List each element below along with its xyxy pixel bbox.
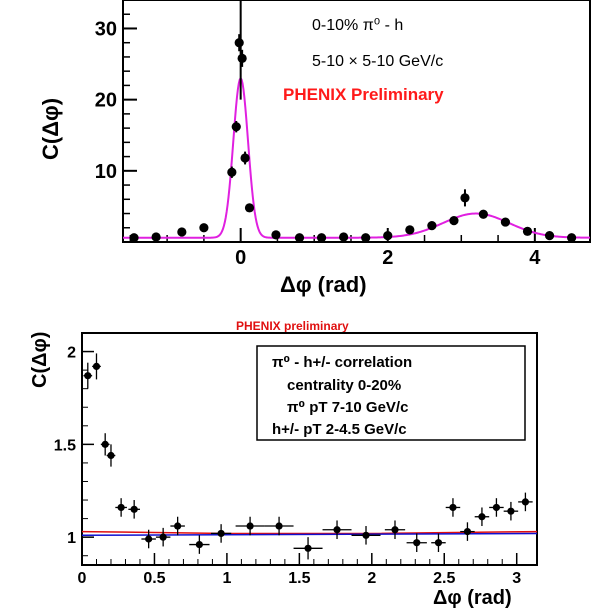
bottom-ytick-label: 2 xyxy=(67,345,76,362)
top-annotation-pt: 5-10 × 5-10 GeV/c xyxy=(312,53,443,70)
bottom-data-point xyxy=(413,539,421,547)
bottom-xtick-label: 1.5 xyxy=(288,570,310,587)
top-ytick-label: 10 xyxy=(95,161,117,183)
legend-line-pi0-pt: π⁰ pT 7-10 GeV/c xyxy=(287,399,408,416)
bottom-data-point xyxy=(107,451,115,460)
bottom-plot-frame xyxy=(81,332,538,566)
top-data-points xyxy=(129,0,577,243)
top-data-point xyxy=(522,226,533,236)
bottom-data-point xyxy=(507,507,515,515)
top-data-point xyxy=(237,53,247,63)
bottom-baseline-blue xyxy=(81,532,538,537)
bottom-data-point xyxy=(449,503,457,512)
top-xtick-label: 0 xyxy=(235,247,246,269)
bottom-data-points xyxy=(83,353,533,560)
bottom-xtick-label: 2 xyxy=(367,570,376,587)
bottom-data-point xyxy=(84,372,92,380)
top-data-point xyxy=(316,233,327,243)
top-data-point xyxy=(567,233,577,243)
top-data-point xyxy=(199,223,209,233)
top-annotation-centrality: 0-10% π⁰ - h xyxy=(312,17,403,34)
bottom-data-point xyxy=(117,503,125,512)
bottom-xtick-label: 0 xyxy=(78,570,87,587)
top-data-point xyxy=(500,217,511,227)
bottom-xtick-label: 0.5 xyxy=(143,570,165,587)
top-data-point xyxy=(427,221,437,231)
top-data-point xyxy=(361,233,371,243)
bottom-data-point xyxy=(362,531,370,539)
top-ytick-label: 20 xyxy=(95,90,117,112)
bottom-data-point xyxy=(304,544,312,552)
top-plot-frame xyxy=(122,0,591,243)
bottom-data-point xyxy=(333,526,341,534)
bottom-data-point xyxy=(478,513,486,521)
bottom-data-point xyxy=(101,440,109,448)
bottom-data-point xyxy=(159,533,167,541)
top-data-point xyxy=(231,122,241,132)
bottom-baseline-red xyxy=(81,530,538,535)
top-data-point xyxy=(177,227,187,237)
bottom-data-point xyxy=(130,505,138,513)
bottom-ylabel: C(Δφ) xyxy=(29,332,51,388)
top-data-point xyxy=(460,193,470,203)
legend-line-correlation: π⁰ - h+/- correlation xyxy=(272,354,412,371)
top-data-point xyxy=(129,233,139,243)
bottom-data-point xyxy=(174,522,182,530)
top-fit-line xyxy=(123,76,591,239)
legend-line-h-pt: h+/- pT 2-4.5 GeV/c xyxy=(272,421,407,438)
bottom-ytick-label: 1 xyxy=(67,530,76,547)
bottom-xtick-label: 2.5 xyxy=(433,570,455,587)
top-xtick-label: 4 xyxy=(529,247,541,269)
bottom-xtick-label: 1 xyxy=(222,570,231,587)
top-data-point xyxy=(240,153,250,163)
bottom-ytick-label: 1.5 xyxy=(54,437,76,454)
bottom-title: PHENIX preliminary xyxy=(236,319,349,333)
top-chart: 10 20 30 0 2 4 0-10% π⁰ - h 5-10 × 5-10 GeV/c… xyxy=(38,0,591,297)
bottom-baselines xyxy=(81,530,538,537)
top-data-point xyxy=(227,167,237,177)
bottom-data-point xyxy=(434,539,443,547)
top-data-point xyxy=(244,203,255,213)
bottom-xlabel: Δφ (rad) xyxy=(433,587,512,609)
bottom-chart: PHENIX preliminary 1 1.5 2 0 0.5 1 1.5 2 2.5 3 π⁰… xyxy=(29,319,538,609)
top-data-point xyxy=(271,230,281,240)
top-data-point xyxy=(405,225,415,235)
top-xtick-label: 2 xyxy=(382,247,393,269)
bottom-data-point xyxy=(521,498,530,506)
bottom-data-point xyxy=(217,529,225,538)
top-data-point xyxy=(544,230,555,241)
top-data-point xyxy=(478,209,488,219)
bottom-data-point xyxy=(246,522,254,530)
top-fit-curve xyxy=(123,76,591,239)
bottom-xtick-label: 3 xyxy=(512,570,521,587)
legend-line-centrality: centrality 0-20% xyxy=(287,377,401,394)
top-ylabel: C(Δφ) xyxy=(38,98,63,160)
top-ytick-label: 30 xyxy=(95,18,117,40)
top-xlabel: Δφ (rad) xyxy=(280,272,367,297)
bottom-legend-box: π⁰ - h+/- correlation centrality 0-20% π… xyxy=(256,345,526,441)
top-data-point xyxy=(234,38,244,48)
bottom-data-point xyxy=(275,522,283,530)
top-preliminary-label: PHENIX Preliminary xyxy=(283,85,444,104)
bottom-data-point xyxy=(492,503,501,512)
bottom-data-point xyxy=(463,527,472,536)
bottom-data-point xyxy=(145,535,153,543)
top-data-point xyxy=(151,232,161,242)
top-data-point xyxy=(339,232,349,242)
top-data-point xyxy=(383,230,393,241)
bottom-data-point xyxy=(195,540,203,549)
top-data-point xyxy=(294,233,305,243)
bottom-data-point xyxy=(391,526,399,534)
top-ticks: 10 20 30 0 2 4 xyxy=(95,0,573,269)
top-data-point xyxy=(449,216,459,226)
bottom-data-point xyxy=(92,362,101,371)
bottom-ticks: 1 1.5 2 0 0.5 1 1.5 2 2.5 3 xyxy=(54,345,522,587)
